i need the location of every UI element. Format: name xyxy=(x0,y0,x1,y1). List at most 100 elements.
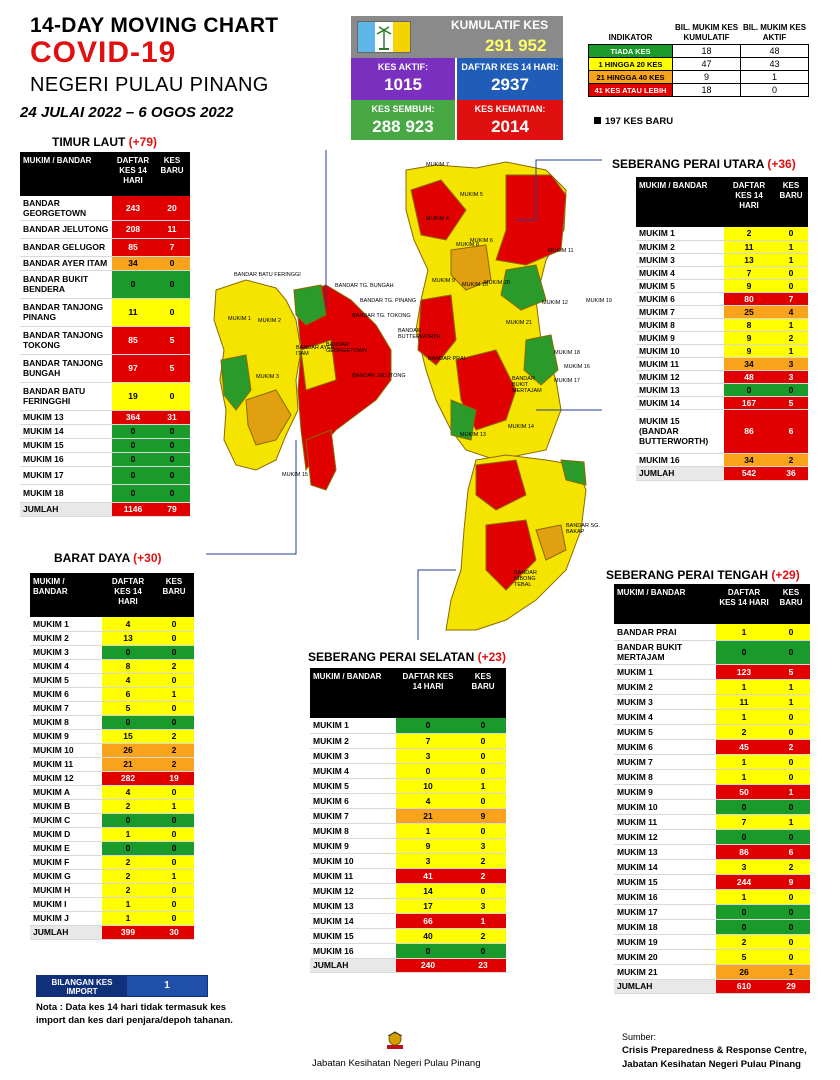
area-name-cell: MUKIM 20 xyxy=(614,949,716,965)
area-name-cell: MUKIM 7 xyxy=(636,305,724,319)
table-row: MUKIM 13 17 3 xyxy=(310,898,506,914)
new-cases-cell: 2 xyxy=(460,853,506,869)
cases-14day-cell: 0 xyxy=(112,270,154,299)
table-row: MUKIM 11 21 2 xyxy=(30,757,194,772)
cases-14day-cell: 11 xyxy=(112,298,154,327)
area-name-cell: MUKIM 13 xyxy=(20,410,112,425)
area-name-cell: MUKIM H xyxy=(30,883,102,898)
table-barat-daya: MUKIM / BANDAR DAFTAR KES 14 HARI KES BARU… xyxy=(30,573,194,940)
table-row: MUKIM 3 13 1 xyxy=(636,253,808,267)
table-row: BANDAR TANJONG BUNGAH 97 5 xyxy=(20,354,190,383)
cases-14day-cell: 0 xyxy=(102,813,154,828)
area-name-cell: MUKIM 21 xyxy=(614,964,716,980)
map-island-orange xyxy=(245,389,292,446)
cases-14day-cell: 1 xyxy=(716,769,772,785)
cases-14day-cell: 2 xyxy=(102,799,154,814)
area-name-cell: MUKIM 2 xyxy=(614,679,716,695)
indicator-cell: 43 xyxy=(740,57,809,71)
new-cases-cell: 1 xyxy=(460,778,506,794)
map-sps-orange xyxy=(535,524,567,561)
table-row: MUKIM 14 167 5 xyxy=(636,396,808,410)
daftar-box: DAFTAR KES 14 HARI: 2937 xyxy=(457,58,563,100)
area-name-cell: BANDAR BUKIT BENDERA xyxy=(20,270,112,299)
new-cases-cell: 1 xyxy=(154,799,194,814)
new-cases-cell: 2 xyxy=(774,331,808,345)
area-name-cell: BANDAR JELUTONG xyxy=(20,220,112,239)
area-name-cell: BANDAR PRAI xyxy=(614,624,716,641)
table-row: MUKIM 13 0 0 xyxy=(636,383,808,397)
map-label: BANDAR BUKIT MERTAJAM xyxy=(512,376,542,394)
cases-14day-cell: 0 xyxy=(396,943,460,959)
kematian-label: KES KEMATIAN: xyxy=(474,104,546,114)
area-name-cell: MUKIM 12 xyxy=(30,771,102,786)
new-cases-cell: 0 xyxy=(154,270,190,299)
area-name-cell: MUKIM 5 xyxy=(636,279,724,293)
table-row: MUKIM 18 0 0 xyxy=(20,484,190,503)
import-note: Nota : Data kes 14 hari tidak termasuk k… xyxy=(36,1002,233,1026)
cases-14day-cell: 364 xyxy=(112,410,154,425)
cases-14day-cell: 5 xyxy=(102,701,154,716)
new-cases-cell: 0 xyxy=(154,484,190,503)
area-name-cell: MUKIM 13 xyxy=(310,898,396,914)
cases-14day-cell: 2 xyxy=(724,227,774,241)
indicator-header: BIL. MUKIM KES AKTIF xyxy=(742,23,807,42)
map-label: BANDAR JELUTONG xyxy=(352,373,406,379)
table-row: BANDAR TANJONG PINANG 11 0 xyxy=(20,298,190,327)
table-row: MUKIM 17 0 0 xyxy=(20,466,190,485)
table-row: MUKIM 16 0 0 xyxy=(20,452,190,467)
map-spu-red-w xyxy=(410,179,467,241)
area-name-cell: MUKIM A xyxy=(30,785,102,800)
area-name-cell: MUKIM 9 xyxy=(30,729,102,744)
new-cases-cell: 0 xyxy=(772,624,810,641)
area-name-cell: MUKIM 6 xyxy=(30,687,102,702)
area-name-cell: MUKIM 17 xyxy=(20,466,112,485)
cases-14day-cell: 2 xyxy=(716,934,772,950)
area-name-cell: MUKIM 4 xyxy=(614,709,716,725)
area-name-cell: MUKIM 8 xyxy=(310,823,396,839)
area-name-cell: MUKIM 7 xyxy=(614,754,716,770)
cases-14day-cell: 0 xyxy=(396,763,460,779)
area-name-cell: MUKIM 10 xyxy=(310,853,396,869)
table-row: BANDAR BUKIT MERTAJAM 0 0 xyxy=(614,640,810,665)
cases-14day-cell: 0 xyxy=(716,829,772,845)
table-row: MUKIM 10 0 0 xyxy=(614,799,810,815)
indicator-cell: 1 xyxy=(740,70,809,84)
map-label: BANDAR TG. PINANG xyxy=(360,298,417,304)
new-cases-cell: 7 xyxy=(154,238,190,257)
map-island-south xyxy=(305,429,337,491)
map-label: MUKIM 11 xyxy=(548,248,574,254)
table-row: MUKIM 1 123 5 xyxy=(614,664,810,680)
new-cases-cell: 0 xyxy=(774,383,808,397)
area-name-cell: MUKIM 15 xyxy=(310,928,396,944)
table-row: MUKIM 12 0 0 xyxy=(614,829,810,845)
cases-14day-cell: 15 xyxy=(102,729,154,744)
penang-district-map xyxy=(206,150,602,640)
cases-14day-cell: 4 xyxy=(102,673,154,688)
new-cases-cell: 0 xyxy=(774,266,808,280)
new-cases-cell: 0 xyxy=(460,943,506,959)
area-name-cell: MUKIM 5 xyxy=(310,778,396,794)
table-row: BANDAR BATU FERINGGHI 19 0 xyxy=(20,382,190,411)
indicator-label-yellow: 1 HINGGA 20 KES xyxy=(588,57,673,71)
indicator-label-orange: 21 HINGGA 40 KES xyxy=(588,70,673,84)
cases-14day-cell: 9 xyxy=(724,279,774,293)
area-name-cell: MUKIM 12 xyxy=(636,370,724,384)
new-cases-cell: 0 xyxy=(154,617,194,632)
cases-14day-cell: 9 xyxy=(724,344,774,358)
ministry-crest-icon xyxy=(384,1030,406,1052)
import-label: BILANGAN KES IMPORT xyxy=(37,976,127,996)
area-name-cell: MUKIM 9 xyxy=(636,331,724,345)
date-range: 24 JULAI 2022 – 6 OGOS 2022 xyxy=(20,104,234,121)
new-cases-note: 197 KES BARU xyxy=(594,116,673,127)
indicator-header: BIL. MUKIM KES KUMULATIF xyxy=(674,23,739,42)
map-label: MUKIM 16 xyxy=(564,364,590,370)
